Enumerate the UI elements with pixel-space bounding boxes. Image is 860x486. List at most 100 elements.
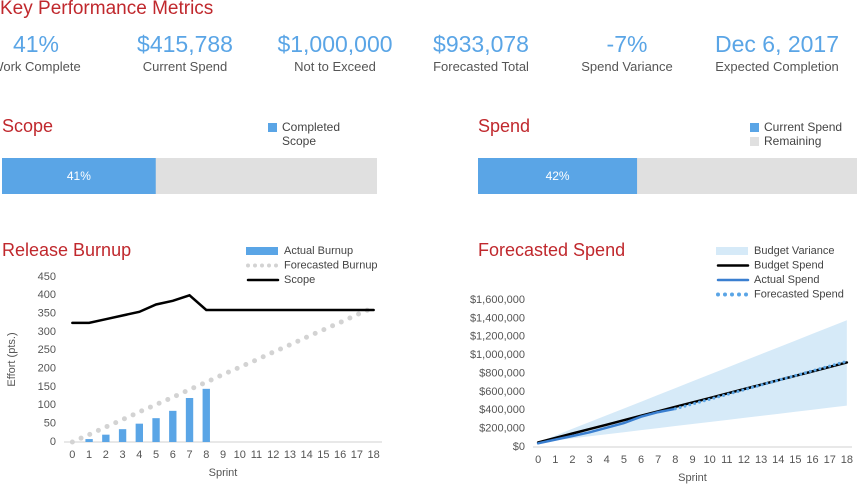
- legend-swatch: [750, 137, 759, 146]
- y-tick-label: 150: [38, 381, 56, 393]
- legend-label: Actual Burnup: [284, 245, 353, 257]
- legend-item: Completed Scope: [268, 120, 368, 148]
- x-tick-label: 2: [569, 454, 575, 466]
- y-axis-label: Effort (pts.): [6, 332, 18, 386]
- y-tick-label: $1,000,000: [470, 349, 525, 361]
- chart-title: Forecasted Spend: [478, 240, 625, 260]
- legend-label: Forecasted Spend: [754, 288, 844, 300]
- x-tick-label: 3: [120, 449, 126, 461]
- bar: [169, 410, 177, 442]
- x-tick-label: 16: [806, 454, 818, 466]
- x-tick-label: 16: [334, 449, 346, 461]
- legend-label: Remaining: [764, 134, 822, 148]
- x-tick-label: 7: [186, 449, 192, 461]
- variance-band: [538, 320, 847, 443]
- bar: [185, 398, 194, 442]
- x-tick-label: 17: [824, 454, 836, 466]
- y-tick-label: $0: [513, 441, 525, 453]
- kpi-value: -7%: [606, 31, 648, 57]
- x-tick-label: 3: [587, 454, 593, 466]
- x-tick-label: 0: [69, 449, 75, 461]
- kpi-label: Not to Exceed: [294, 59, 376, 74]
- legend-item: Remaining: [750, 134, 850, 148]
- legend-label: Budget Spend: [754, 259, 824, 271]
- y-tick-label: 350: [38, 308, 56, 320]
- legend-swatch: [268, 123, 277, 132]
- x-tick-label: 0: [535, 454, 541, 466]
- legend-swatch: [716, 247, 748, 255]
- y-tick-label: 200: [38, 363, 56, 375]
- kpi-value: Dec 6, 2017: [714, 31, 840, 57]
- x-tick-label: 15: [789, 454, 801, 466]
- value-label: 42%: [546, 169, 570, 183]
- chart-title: Spend: [478, 116, 530, 136]
- legend-swatch: [246, 247, 278, 255]
- x-tick-label: 11: [251, 449, 262, 461]
- kpi-value: $415,788: [137, 31, 233, 57]
- x-tick-label: 8: [672, 454, 678, 466]
- kpi-label: Current Spend: [142, 59, 228, 74]
- kpi-label: Forecasted Total: [433, 59, 529, 74]
- y-tick-label: 0: [50, 436, 56, 448]
- x-tick-label: 10: [234, 449, 246, 461]
- y-tick-label: 250: [38, 344, 56, 356]
- progress-segment: [478, 158, 638, 194]
- kpi: $415,788 Current Spend: [110, 30, 260, 76]
- progress-segment: [2, 158, 156, 194]
- x-tick-label: 15: [317, 449, 329, 461]
- line: [673, 359, 849, 411]
- legend-label: Actual Spend: [754, 274, 819, 286]
- x-tick-label: 12: [738, 454, 750, 466]
- x-tick-label: 10: [704, 454, 716, 466]
- x-tick-label: 9: [689, 454, 695, 466]
- chart-title: Scope: [2, 116, 53, 136]
- legend-label: Budget Variance: [754, 245, 835, 257]
- x-tick-label: 14: [301, 449, 313, 461]
- x-tick-label: 6: [170, 449, 176, 461]
- kpi: $933,078 Forecasted Total: [406, 30, 556, 76]
- x-tick-label: 6: [638, 454, 644, 466]
- value-label: 41%: [67, 169, 91, 183]
- x-tick-label: 2: [103, 449, 109, 461]
- x-tick-label: 11: [721, 454, 732, 466]
- y-tick-label: $1,400,000: [470, 312, 525, 324]
- page-title: Key Performance Metrics: [0, 0, 213, 19]
- x-tick-label: 13: [284, 449, 296, 461]
- y-tick-label: $1,600,000: [470, 294, 525, 306]
- bar: [202, 388, 210, 442]
- legend-label: Completed Scope: [282, 120, 341, 148]
- x-tick-label: 9: [220, 449, 226, 461]
- x-tick-label: 18: [841, 454, 853, 466]
- y-tick-label: $200,000: [479, 423, 525, 435]
- x-tick-label: 12: [267, 449, 279, 461]
- y-tick-label: 100: [38, 399, 56, 411]
- x-tick-label: 5: [153, 449, 159, 461]
- x-tick-label: 4: [136, 449, 142, 461]
- y-tick-label: 450: [38, 271, 56, 283]
- kpi-value: $933,078: [433, 31, 529, 57]
- legend-item: Current Spend: [750, 120, 850, 134]
- y-tick-label: 50: [44, 418, 56, 430]
- chart-title: Release Burnup: [2, 240, 131, 260]
- kpi-value: 41%: [12, 31, 60, 57]
- y-tick-label: $600,000: [479, 386, 525, 398]
- legend-swatch: [750, 123, 759, 132]
- bar: [152, 418, 160, 442]
- x-tick-label: 5: [621, 454, 627, 466]
- kpi-label: Expected Completion: [715, 59, 839, 74]
- x-axis-label: Sprint: [678, 472, 707, 484]
- legend-label: Scope: [284, 274, 315, 286]
- x-tick-label: 1: [552, 454, 558, 466]
- x-tick-label: 1: [86, 449, 92, 461]
- kpi-label: Work Complete: [0, 59, 81, 74]
- bar: [135, 423, 143, 442]
- kpi-label: Spend Variance: [581, 59, 673, 74]
- kpi: -7% Spend Variance: [552, 30, 702, 76]
- y-tick-label: 300: [38, 326, 56, 338]
- line: [71, 293, 375, 325]
- x-tick-label: 18: [368, 449, 380, 461]
- legend-label: Forecasted Burnup: [284, 259, 378, 271]
- y-tick-label: $1,200,000: [470, 331, 525, 343]
- y-tick-label: 400: [38, 289, 56, 301]
- bar: [102, 434, 110, 442]
